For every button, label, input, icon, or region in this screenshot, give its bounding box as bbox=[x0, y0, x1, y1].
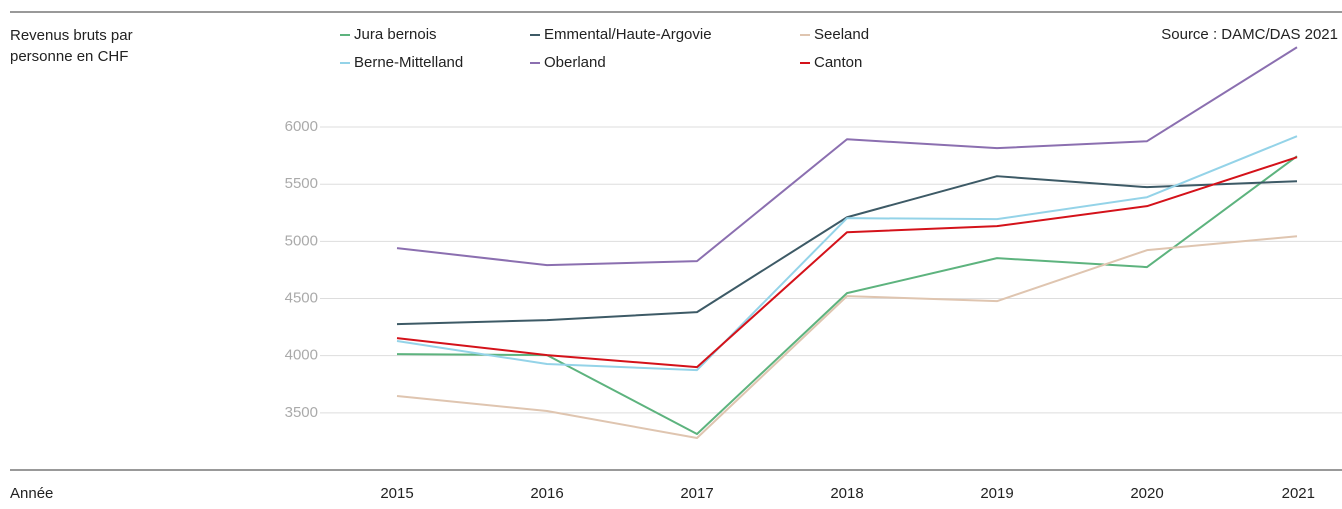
x-tick-label: 2019 bbox=[980, 485, 1013, 502]
y-axis-label: Revenus bruts par personne en CHF bbox=[10, 27, 133, 65]
series-line bbox=[396, 156, 1298, 369]
legend-label: Canton bbox=[814, 54, 862, 71]
x-tick-label: 2020 bbox=[1130, 485, 1163, 502]
series-line bbox=[396, 46, 1298, 267]
x-tick-label: 2015 bbox=[380, 485, 413, 502]
y-tick-label: 5500 bbox=[285, 175, 318, 192]
x-tick-label: 2016 bbox=[530, 485, 563, 502]
legend-label: Jura bernois bbox=[354, 26, 437, 43]
series-line bbox=[396, 155, 1298, 435]
x-tick-label: 2018 bbox=[830, 485, 863, 502]
y-tick-label: 4000 bbox=[285, 347, 318, 364]
source: Source : DAMC/DAS 2021 bbox=[1161, 26, 1338, 43]
y-tick-label: 5000 bbox=[285, 232, 318, 249]
legend-label: Seeland bbox=[814, 26, 869, 43]
y-tick-label: 3500 bbox=[285, 404, 318, 421]
x-tick-label: 2021 bbox=[1282, 485, 1315, 502]
legend-label: Emmental/Haute-Argovie bbox=[544, 26, 712, 43]
x-tick-label: 2017 bbox=[680, 485, 713, 502]
series-line bbox=[396, 175, 1298, 326]
series-line bbox=[396, 235, 1298, 439]
legend-label: Oberland bbox=[544, 54, 606, 71]
y-tick-label: 4500 bbox=[285, 289, 318, 306]
y-tick-label: 6000 bbox=[285, 118, 318, 135]
x-axis-label: Année bbox=[10, 485, 53, 502]
series-line bbox=[396, 135, 1298, 372]
legend-label: Berne-Mittelland bbox=[354, 54, 463, 71]
